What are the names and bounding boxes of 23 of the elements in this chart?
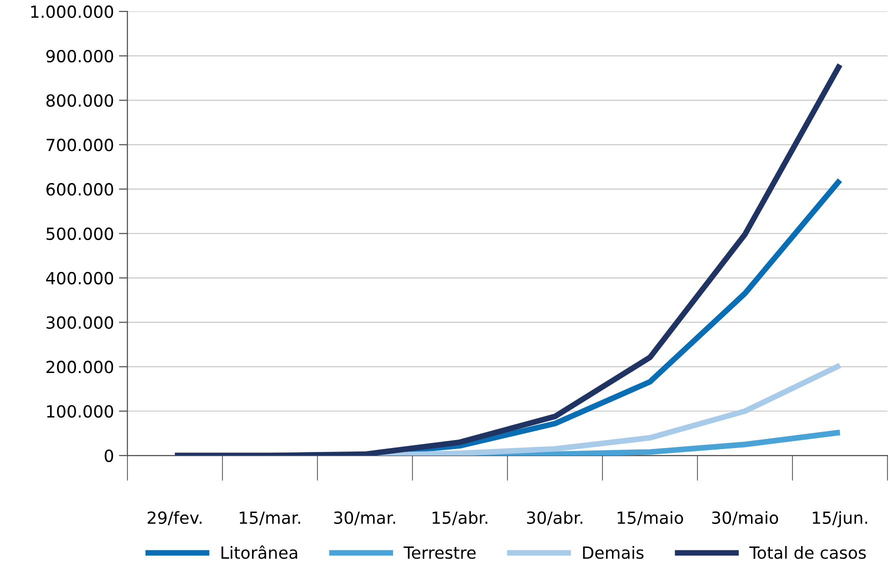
x-tick-label: 30/abr. [527, 511, 582, 526]
y-tick-label: 0 [104, 449, 114, 462]
x-tick-label: 15/abr. [432, 511, 488, 526]
x-tick-label: 15/mar. [240, 512, 300, 526]
y-tick-label: 500.000 [46, 227, 114, 240]
legend-label: Total de casos [749, 546, 866, 559]
y-tick-label: 600.000 [46, 183, 114, 196]
y-tick-label: 200.000 [46, 360, 114, 374]
x-tick-label: 30/maio [712, 511, 778, 526]
x-tick-label: 30/mar. [334, 511, 396, 526]
legend-label: Terrestre [404, 546, 476, 559]
x-tick-label: 29/fev. [148, 511, 202, 526]
y-tick-label: 300.000 [46, 316, 114, 329]
y-tick-label: 800.000 [46, 94, 114, 107]
legend-label: Litorânea [222, 545, 298, 559]
x-tick-label: 15/maio [618, 511, 684, 526]
legend-label: Demais [583, 546, 644, 559]
y-tick-label: 700.000 [46, 138, 114, 152]
y-tick-label: 400.000 [46, 272, 114, 284]
y-tick-label: 900.000 [46, 50, 114, 62]
y-tick-label: 1.000.000 [31, 5, 114, 18]
x-tick-label: 15/jun. [812, 511, 868, 528]
y-tick-label: 100.000 [47, 405, 114, 418]
